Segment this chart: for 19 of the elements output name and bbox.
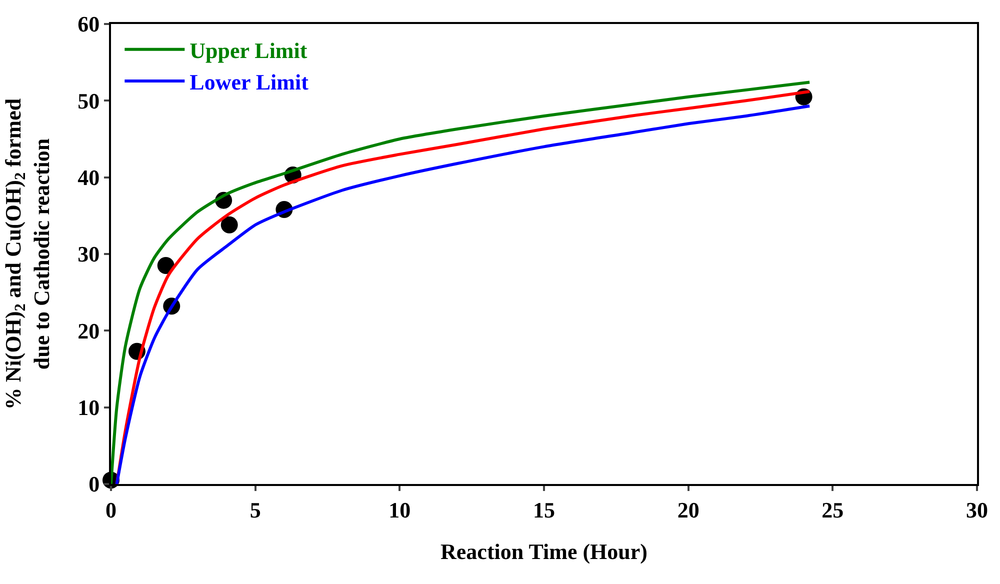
x-tick-label: 20 <box>677 497 700 522</box>
legend-label: Lower Limit <box>190 70 310 95</box>
y-tick-label: 50 <box>78 88 100 114</box>
y-tick-label: 10 <box>78 395 100 420</box>
x-tick-label: 10 <box>388 497 411 522</box>
y-tick-label: 20 <box>78 318 100 344</box>
y-tick-label: 40 <box>78 165 100 190</box>
x-tick-label: 5 <box>250 497 261 522</box>
point <box>157 257 174 274</box>
x-tick-label: 15 <box>533 497 555 522</box>
y-tick-label: 30 <box>78 242 100 267</box>
legend-label: Upper Limit <box>190 38 308 63</box>
x-tick-label: 0 <box>106 497 116 522</box>
x-axis-title: Reaction Time (Hour) <box>440 538 648 564</box>
x-tick-label: 30 <box>966 497 988 522</box>
y-tick-label: 0 <box>88 472 100 497</box>
y-tick-label: 60 <box>78 12 100 37</box>
point <box>220 216 238 234</box>
x-tick-label: 25 <box>822 497 844 522</box>
